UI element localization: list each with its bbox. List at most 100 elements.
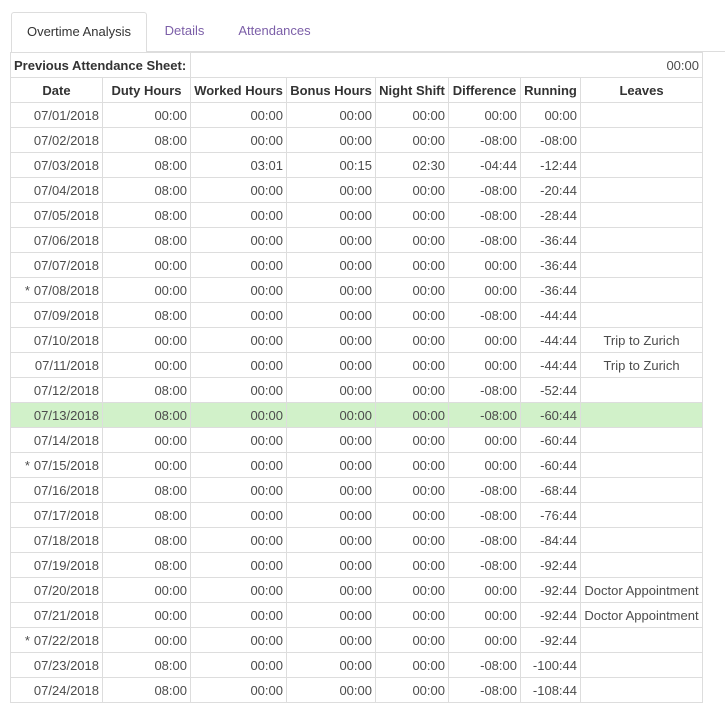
table-row: 07/09/2018 08:00 00:00 00:00 00:00 -08:00 -44:… [10, 302, 703, 328]
date-text: 07/24/2018 [33, 682, 99, 698]
night-shift-cell: 00:00 [375, 502, 449, 528]
column-header-date: Date [10, 77, 103, 103]
tab-overtime-analysis[interactable]: Overtime Analysis [11, 12, 147, 53]
column-header-difference: Difference [448, 77, 521, 103]
column-header-worked-hours: Worked Hours [190, 77, 287, 103]
night-shift-cell: 00:00 [375, 227, 449, 253]
duty-hours-cell: 00:00 [102, 627, 191, 653]
running-cell: -60:44 [520, 402, 581, 428]
leave-cell [580, 277, 703, 303]
date-text: 07/11/2018 [34, 357, 99, 373]
duty-hours-cell: 08:00 [102, 677, 191, 703]
date-cell: 07/03/2018 [10, 152, 103, 178]
worked-hours-cell: 00:00 [190, 427, 287, 453]
worked-hours-cell: 00:00 [190, 452, 287, 478]
date-cell: 07/23/2018 [10, 652, 103, 678]
worked-hours-cell: 00:00 [190, 177, 287, 203]
running-cell: -28:44 [520, 202, 581, 228]
weekly-marker: * [24, 632, 30, 648]
night-shift-cell: 00:00 [375, 202, 449, 228]
running-cell: -12:44 [520, 152, 581, 178]
worked-hours-cell: 00:00 [190, 502, 287, 528]
worked-hours-cell: 00:00 [190, 677, 287, 703]
duty-hours-cell: 00:00 [102, 252, 191, 278]
night-shift-cell: 00:00 [375, 652, 449, 678]
difference-cell: -08:00 [448, 652, 521, 678]
duty-hours-cell: 08:00 [102, 377, 191, 403]
leave-cell: Doctor Appointment [580, 602, 703, 628]
leave-cell [580, 302, 703, 328]
table-row: 07/05/2018 08:00 00:00 00:00 00:00 -08:00 -28:… [10, 202, 703, 228]
table-row: 07/18/2018 08:00 00:00 00:00 00:00 -08:00 -84:… [10, 527, 703, 553]
date-cell: 07/01/2018 [10, 102, 103, 128]
date-cell: 07/05/2018 [10, 202, 103, 228]
leave-cell [580, 377, 703, 403]
table-row: * 07/22/2018 00:00 00:00 00:00 00:00 00:00 -92:… [10, 627, 703, 653]
date-text: 07/23/2018 [33, 657, 99, 673]
bonus-hours-cell: 00:00 [286, 127, 376, 153]
duty-hours-cell: 00:00 [102, 577, 191, 603]
leave-cell: Trip to Zurich [580, 327, 703, 353]
night-shift-cell: 00:00 [375, 377, 449, 403]
date-text: 07/02/2018 [33, 132, 99, 148]
previous-sheet-value: 00:00 [190, 52, 703, 78]
difference-cell: 00:00 [448, 627, 521, 653]
difference-cell: 00:00 [448, 252, 521, 278]
leave-cell [580, 127, 703, 153]
duty-hours-cell: 00:00 [102, 277, 191, 303]
running-cell: -92:44 [520, 602, 581, 628]
weekly-marker: * [24, 457, 30, 473]
table-row: 07/07/2018 00:00 00:00 00:00 00:00 00:00 -36:4… [10, 252, 703, 278]
night-shift-cell: 00:00 [375, 602, 449, 628]
night-shift-cell: 00:00 [375, 127, 449, 153]
bonus-hours-cell: 00:00 [286, 627, 376, 653]
running-cell: -08:00 [520, 127, 581, 153]
date-text: 07/06/2018 [33, 232, 99, 248]
night-shift-cell: 00:00 [375, 177, 449, 203]
worked-hours-cell: 00:00 [190, 302, 287, 328]
date-text: 07/17/2018 [33, 507, 99, 523]
bonus-hours-cell: 00:00 [286, 277, 376, 303]
duty-hours-cell: 08:00 [102, 402, 191, 428]
date-cell: 07/18/2018 [10, 527, 103, 553]
worked-hours-cell: 00:00 [190, 352, 287, 378]
table-row: 07/20/2018 00:00 00:00 00:00 00:00 00:00 -92:4… [10, 577, 703, 603]
difference-cell: -08:00 [448, 552, 521, 578]
leave-cell [580, 527, 703, 553]
date-text: 07/07/2018 [33, 257, 99, 273]
column-header-night-shift: Night Shift [375, 77, 449, 103]
leave-cell [580, 477, 703, 503]
running-cell: -92:44 [520, 552, 581, 578]
bonus-hours-cell: 00:00 [286, 427, 376, 453]
difference-cell: 00:00 [448, 102, 521, 128]
worked-hours-cell: 00:00 [190, 202, 287, 228]
date-text: 07/18/2018 [33, 532, 99, 548]
date-text: 07/09/2018 [33, 307, 99, 323]
date-cell: 07/24/2018 [10, 677, 103, 703]
bonus-hours-cell: 00:00 [286, 177, 376, 203]
tab-details[interactable]: Details [164, 23, 205, 38]
tab-attendances[interactable]: Attendances [238, 23, 311, 38]
bonus-hours-cell: 00:00 [286, 677, 376, 703]
night-shift-cell: 00:00 [375, 302, 449, 328]
running-cell: -44:44 [520, 327, 581, 353]
date-cell: 07/02/2018 [10, 127, 103, 153]
duty-hours-cell: 00:00 [102, 352, 191, 378]
running-cell: -92:44 [520, 577, 581, 603]
overtime-table: Previous Attendance Sheet: 00:00 Date Du… [10, 52, 703, 703]
worked-hours-cell: 00:00 [190, 552, 287, 578]
difference-cell: 00:00 [448, 352, 521, 378]
difference-cell: -08:00 [448, 377, 521, 403]
duty-hours-cell: 00:00 [102, 602, 191, 628]
worked-hours-cell: 00:00 [190, 227, 287, 253]
running-cell: -60:44 [520, 427, 581, 453]
tab-bar: Overtime Analysis Details Attendances [11, 12, 725, 53]
table-header-row: Date Duty Hours Worked Hours Bonus Hours… [10, 77, 703, 103]
table-row: 07/10/2018 00:00 00:00 00:00 00:00 00:00 -44:4… [10, 327, 703, 353]
running-cell: -108:44 [520, 677, 581, 703]
table-row: 07/17/2018 08:00 00:00 00:00 00:00 -08:00 -76:… [10, 502, 703, 528]
bonus-hours-cell: 00:00 [286, 652, 376, 678]
night-shift-cell: 00:00 [375, 402, 449, 428]
date-cell: 07/14/2018 [10, 427, 103, 453]
leave-cell [580, 152, 703, 178]
